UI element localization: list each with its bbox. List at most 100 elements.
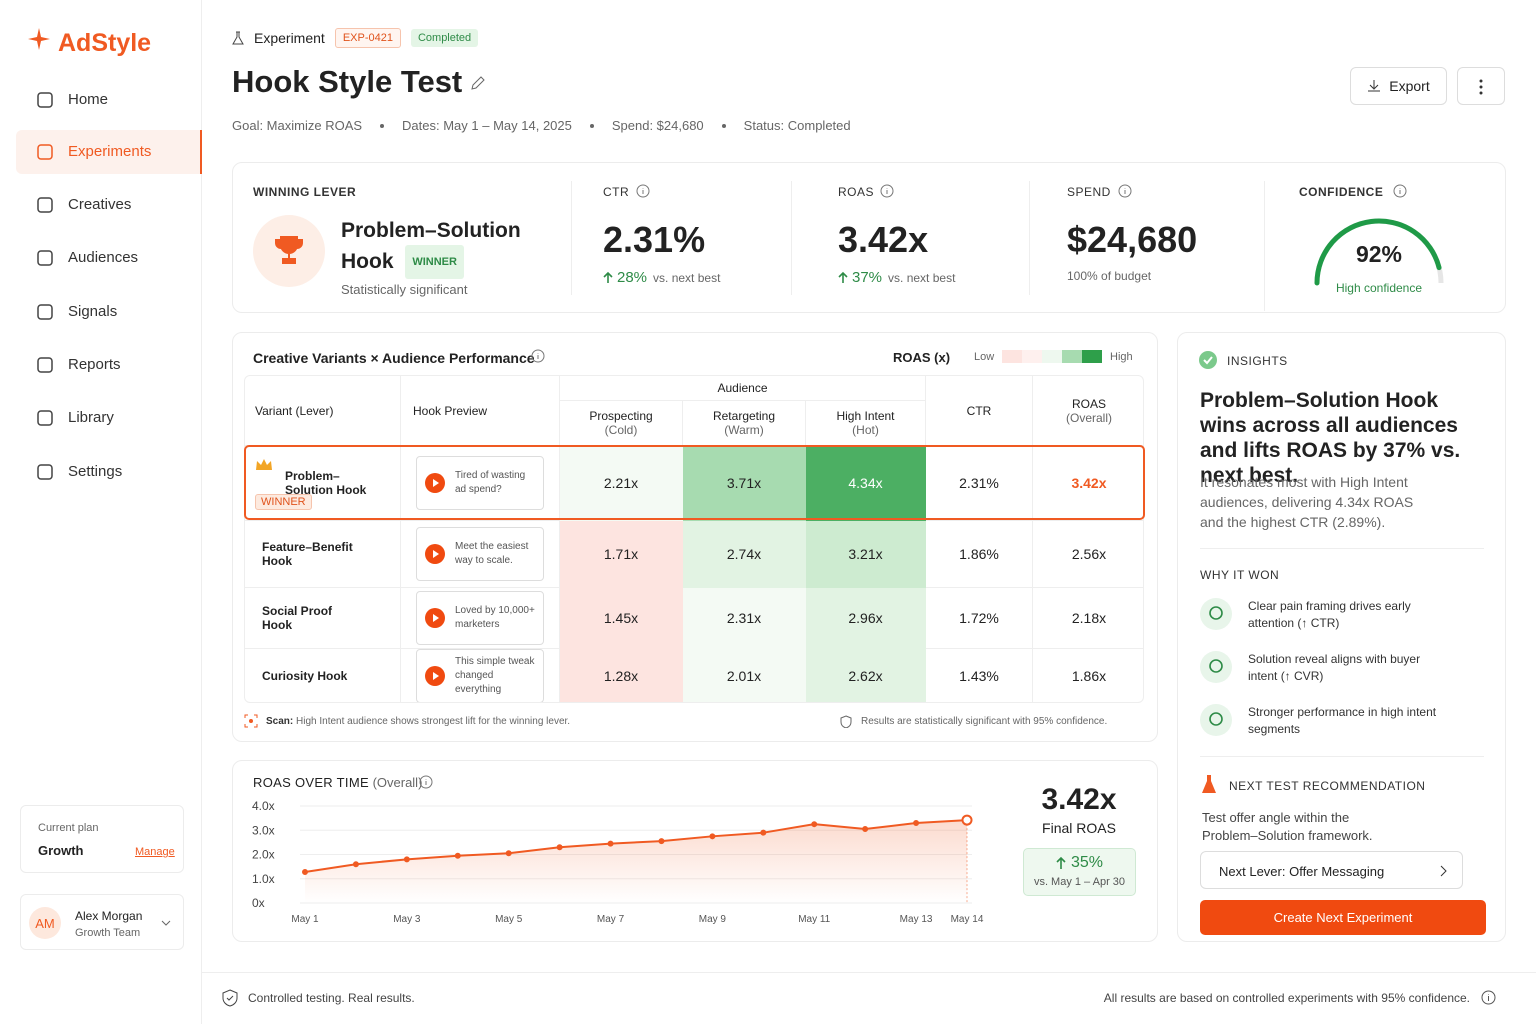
variant-name: Social Proof Hook (262, 604, 333, 632)
ctr-cell: 1.72% (926, 588, 1033, 649)
audience-sub: (Hot) (852, 423, 879, 437)
reason-glyph (1209, 659, 1223, 673)
divider (1029, 181, 1030, 295)
nav-label: Audiences (68, 249, 139, 266)
crown (256, 459, 272, 470)
info-ring (636, 184, 650, 198)
y-tick-label: 0x (252, 896, 265, 910)
info-icon[interactable] (531, 349, 545, 363)
hook-preview[interactable]: Tired of wasting ad spend? (416, 456, 544, 510)
nav-item[interactable]: Audiences (16, 236, 202, 280)
metric-value: 3.42x (838, 219, 929, 260)
nav-item[interactable]: Experiments (16, 130, 202, 174)
preview-cell: Meet the easiest way to scale. (401, 521, 560, 588)
nav-item[interactable]: Home (16, 78, 202, 122)
heatmap-cell: 1.45x (560, 588, 683, 649)
audience-name: Retargeting (712, 409, 776, 423)
nav-item[interactable]: Reports (16, 343, 202, 387)
info-icon[interactable] (880, 184, 894, 198)
x-tick-label: May 1 (291, 914, 319, 925)
x-tick-label: May 11 (798, 914, 830, 925)
final-roas-label: Final ROAS (1042, 820, 1116, 836)
play-icon (425, 544, 445, 564)
scan-text: High Intent audience shows strongest lif… (296, 716, 571, 727)
preview-text: Tired of wasting ad spend? (455, 470, 526, 495)
heatmap-cell: 1.71x (560, 521, 683, 588)
point (352, 861, 359, 868)
metric-note: 100% of budget (1067, 269, 1152, 283)
info-icon[interactable] (1393, 184, 1407, 198)
divider (1200, 756, 1484, 757)
more-button[interactable] (1457, 67, 1505, 105)
up-arrow (1056, 856, 1066, 869)
info-icon[interactable] (1118, 184, 1132, 198)
next-lever: Next Lever: Offer Messaging (1219, 864, 1385, 879)
point (709, 833, 716, 840)
variant-cell: Curiosity Hook (245, 649, 401, 702)
info-icon[interactable] (636, 184, 650, 198)
roas-cell: 2.56x (1033, 521, 1143, 588)
nav-item[interactable]: Creatives (16, 183, 202, 227)
flask-icon (1202, 775, 1216, 793)
nav-item[interactable]: Library (16, 396, 202, 440)
user-card[interactable]: AM Alex Morgan Growth Team (20, 894, 184, 950)
play-icon (425, 666, 445, 686)
heatmap-cell: 2.96x (806, 588, 926, 649)
point (607, 840, 614, 847)
ctr-cell: 1.43% (926, 649, 1033, 702)
info-icon[interactable] (1481, 990, 1496, 1005)
edit-icon[interactable] (469, 74, 487, 92)
audience-header: Prospecting (Cold) (560, 401, 683, 446)
nav-item[interactable]: Signals (16, 290, 202, 334)
meta-item: Dates: May 1 – May 14, 2025 (402, 118, 572, 133)
point (961, 814, 973, 826)
hook-preview[interactable]: Meet the easiest way to scale. (416, 527, 544, 581)
audience-name: High Intent (836, 409, 895, 423)
reason-icon (1200, 598, 1232, 630)
legend-low: Low (974, 351, 995, 363)
hook-preview[interactable]: This simple tweak changed everything (416, 649, 544, 702)
breadcrumb-label: Experiment (254, 30, 325, 46)
preview-text: Meet the easiest way to scale. (455, 541, 529, 566)
chevron (161, 920, 171, 926)
roas-header: ROAS (1071, 396, 1106, 411)
delta-row: 35% (1024, 854, 1135, 872)
heatmap-cell: 3.71x (683, 446, 806, 521)
flask-icon (232, 31, 244, 45)
play-triangle (433, 672, 439, 680)
shield-icon (840, 715, 852, 728)
plan-name: Growth (38, 843, 84, 858)
up-arrow (603, 271, 613, 283)
x-tick-label: May 9 (699, 914, 727, 925)
plan-label: Current plan (38, 822, 99, 834)
info-ring (1393, 184, 1407, 198)
create-button[interactable]: Create Next Experiment (1200, 900, 1486, 935)
export-button[interactable]: Export (1350, 67, 1447, 105)
next-lever-select[interactable]: Next Lever: Offer Messaging (1200, 851, 1463, 889)
up-arrow (838, 271, 848, 283)
next-label: NEXT TEST RECOMMENDATION (1229, 779, 1426, 793)
chart-title: ROAS OVER TIME (253, 775, 369, 790)
why-label: WHY IT WON (1200, 568, 1280, 582)
metric-label: CTR (603, 185, 630, 199)
column-header: Hook Preview (401, 376, 560, 446)
table-title: Creative Variants × Audience Performance (253, 350, 535, 366)
icon-shape (37, 92, 53, 108)
insights-headline: Problem–Solution Hook wins across all au… (1200, 389, 1461, 487)
metric-sub: 37% vs. next best (838, 269, 955, 286)
hook-preview[interactable]: Loved by 10,000+ marketers (416, 591, 544, 645)
line-chart: 0x 1.0x 2.0x 3.0x 4.0x May 1 May 3 May 5 May 7 Ma… (252, 799, 984, 925)
y-tick-label: 1.0x (252, 872, 275, 886)
lever-note: Statistically significant (341, 282, 468, 297)
reason-text: Stronger performance in high intent segm… (1248, 705, 1437, 736)
nav-icon (37, 92, 53, 108)
export-label: Export (1389, 78, 1430, 94)
nav-label: Settings (68, 463, 123, 480)
icon-shape (37, 197, 53, 213)
info-icon[interactable] (419, 775, 433, 789)
manage-link[interactable]: Manage (135, 846, 175, 858)
point (658, 838, 665, 845)
nav-item[interactable]: Settings (16, 450, 202, 494)
nav-label: Creatives (68, 196, 132, 213)
roas-cell: 3.42x (1033, 446, 1143, 521)
